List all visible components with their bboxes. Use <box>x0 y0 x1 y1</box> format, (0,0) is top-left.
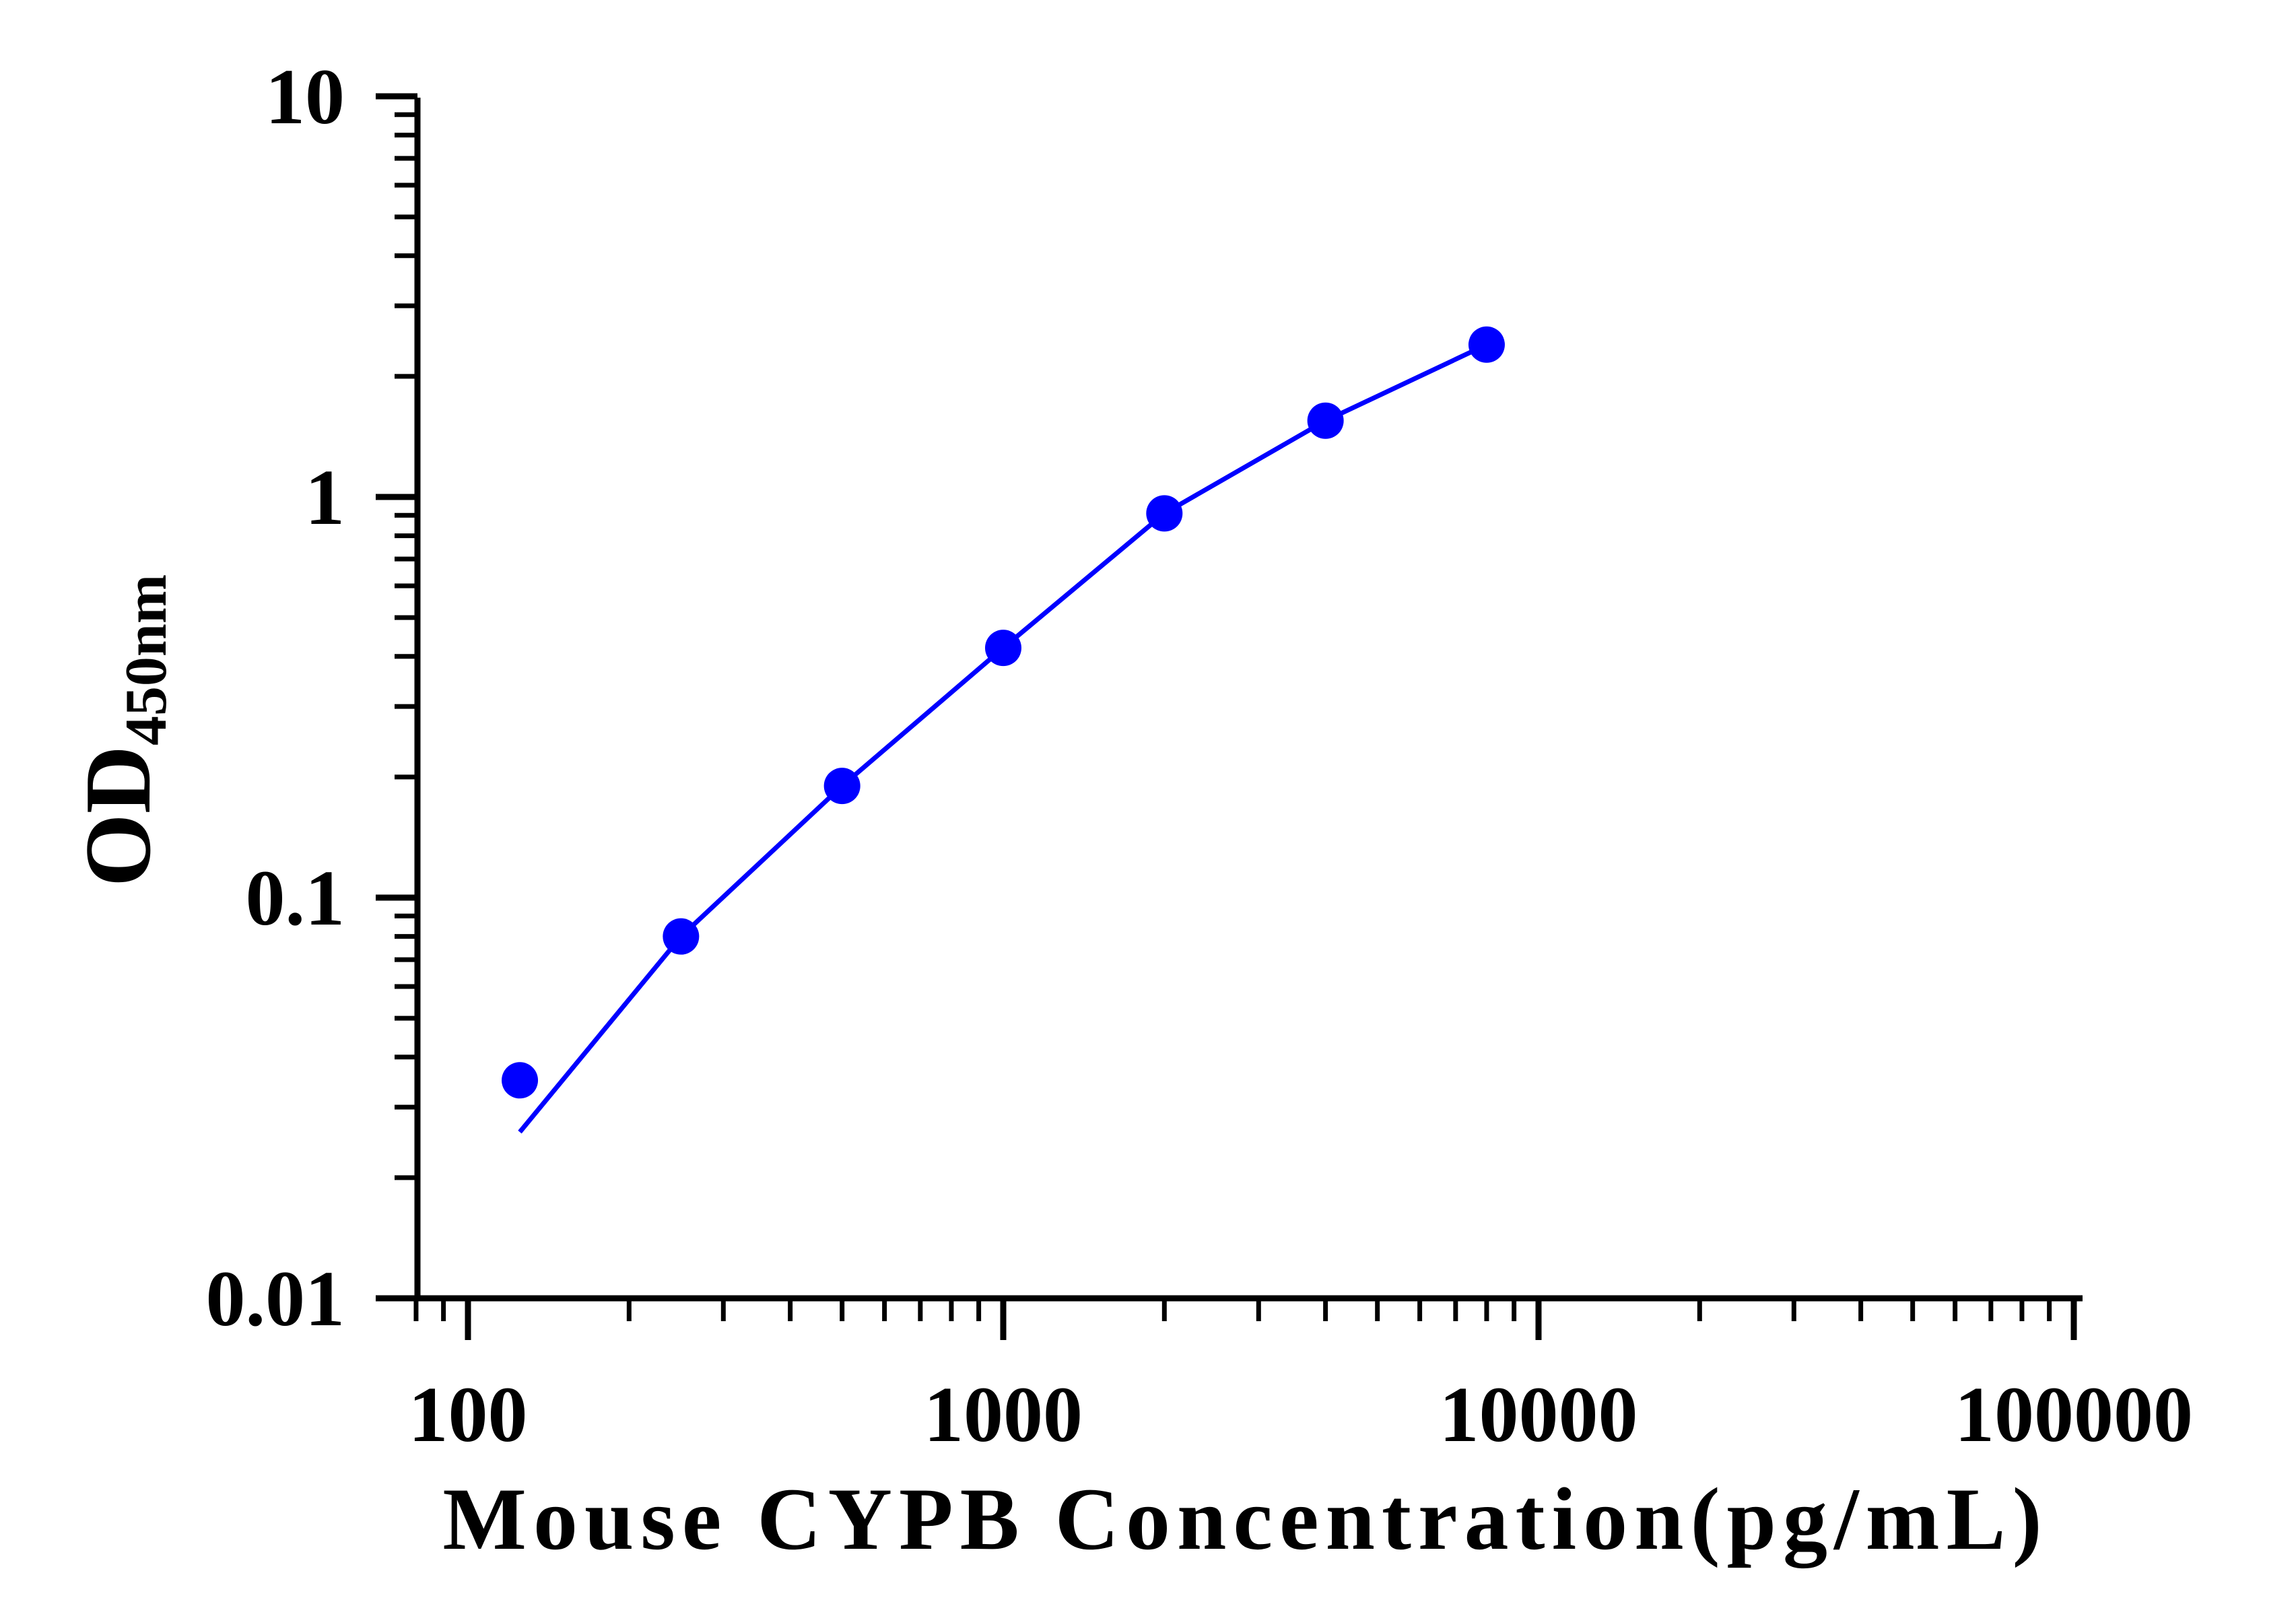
data-point <box>502 1062 539 1099</box>
y-axis-title: OD450nm <box>66 574 179 887</box>
x-tick-label: 100000 <box>1955 1370 2193 1459</box>
x-tick-label: 10000 <box>1440 1370 1638 1459</box>
y-tick-label: 10 <box>265 53 345 141</box>
y-axis-title-subscript: 450nm <box>114 574 179 745</box>
x-tick-label: 100 <box>409 1370 528 1459</box>
data-point <box>663 918 700 955</box>
x-axis-title: Mouse CYPB Concentration(pg/mL) <box>442 1469 2048 1568</box>
axes: 10 1 0.1 0.01 100 1000 10000 100000 <box>206 53 2194 1459</box>
data-point <box>985 630 1021 667</box>
y-tick-label: 1 <box>305 453 345 541</box>
plot-area <box>502 326 1505 1134</box>
fit-curve-line <box>518 342 1488 1134</box>
data-point <box>1307 402 1344 439</box>
y-tick-label: 0.01 <box>206 1255 345 1343</box>
data-point <box>823 768 860 805</box>
y-axis-title-main: OD <box>66 745 170 887</box>
data-point <box>1468 326 1505 363</box>
y-tick-label: 0.1 <box>246 854 345 942</box>
x-tick-label: 1000 <box>924 1370 1083 1459</box>
data-point <box>1146 495 1183 532</box>
